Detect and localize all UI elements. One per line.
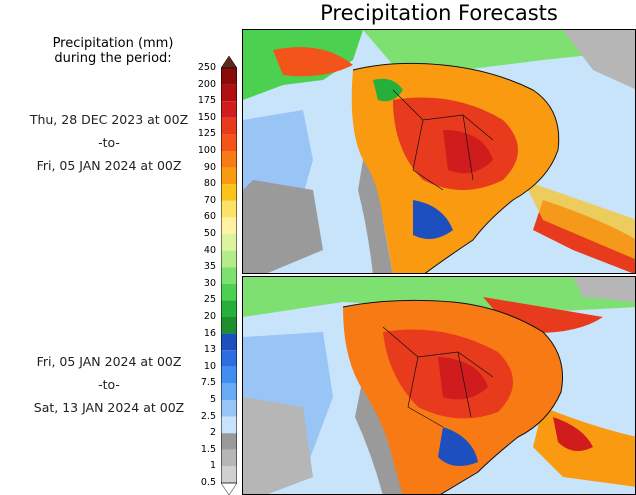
colorbar-tick-label: 50	[203, 228, 216, 239]
colorbar-swatch	[221, 267, 237, 284]
colorbar-swatch	[221, 366, 237, 384]
colorbar-swatch	[221, 317, 237, 334]
period-1-label: Thu, 28 DEC 2023 at 00Z -to- Fri, 05 JAN…	[0, 108, 218, 177]
colorbar-tick-label: 20	[203, 311, 216, 322]
colorbar-swatch	[221, 68, 237, 85]
colorbar-bottom-arrow	[221, 482, 237, 495]
colorbar-tick-label: 150	[197, 111, 216, 123]
colorbar-tick-label: 16	[203, 327, 216, 339]
colorbar-swatch	[221, 101, 237, 118]
colorbar-tick-label: 125	[197, 128, 216, 140]
period-1-from: Thu, 28 DEC 2023 at 00Z	[29, 112, 189, 127]
colorbar-tick-label: 25	[203, 294, 216, 306]
colorbar-tick-label: 13	[203, 344, 216, 356]
legend-heading-line2: during the period:	[54, 51, 172, 66]
period-1-to: Fri, 05 JAN 2024 at 00Z	[36, 158, 182, 173]
legend-heading: Precipitation (mm) during the period:	[0, 36, 226, 66]
page-title: Precipitation Forecasts	[320, 1, 558, 25]
colorbar-tick-label: 7.5	[200, 377, 216, 389]
colorbar	[221, 56, 237, 495]
period-2-to: Sat, 13 JAN 2024 at 00Z	[33, 400, 185, 415]
colorbar-swatch	[221, 416, 237, 434]
colorbar-swatch	[221, 383, 237, 400]
period-1-sep: -to-	[98, 135, 120, 150]
colorbar-tick-label: 70	[203, 194, 216, 206]
colorbar-tick-label: 1	[209, 460, 216, 472]
colorbar-swatch	[221, 234, 237, 251]
colorbar-swatch	[221, 333, 237, 351]
colorbar-tick-label: 60	[203, 211, 216, 223]
colorbar-tick-label: 2.5	[200, 410, 216, 422]
colorbar-tick-label: 90	[203, 161, 216, 173]
colorbar-swatch	[221, 400, 237, 417]
colorbar-swatch	[221, 466, 237, 483]
colorbar-tick-label: 1.5	[200, 443, 216, 455]
colorbar-swatch	[221, 184, 237, 201]
forecast-map-period-1	[242, 29, 636, 274]
period-2-sep: -to-	[98, 377, 120, 392]
colorbar-tick-label: 250	[197, 62, 216, 73]
colorbar-swatch	[221, 84, 237, 102]
colorbar-swatch	[221, 433, 237, 450]
colorbar-swatch	[221, 200, 237, 218]
colorbar-tick-label: 100	[197, 145, 216, 156]
colorbar-swatch	[221, 217, 237, 234]
colorbar-swatch	[221, 300, 237, 317]
period-2-from: Fri, 05 JAN 2024 at 00Z	[36, 354, 182, 369]
colorbar-tick-label: 35	[203, 261, 216, 273]
colorbar-tick-label: 80	[203, 178, 216, 190]
colorbar-top-arrow	[221, 56, 237, 69]
colorbar-swatch	[221, 283, 237, 301]
colorbar-tick-label: 10	[203, 360, 216, 372]
colorbar-tick-label: 5	[209, 394, 216, 405]
period-2-label: Fri, 05 JAN 2024 at 00Z -to- Sat, 13 JAN…	[0, 350, 218, 419]
colorbar-tick-label: 0.5	[200, 477, 216, 488]
colorbar-swatch	[221, 167, 237, 185]
colorbar-swatch	[221, 117, 237, 135]
colorbar-tick-label: 30	[203, 277, 216, 289]
colorbar-tick-label: 40	[203, 244, 216, 256]
legend-heading-line1: Precipitation (mm)	[52, 36, 174, 51]
forecast-map-period-2	[242, 276, 636, 495]
colorbar-swatch	[221, 151, 237, 168]
colorbar-tick-label: 200	[197, 78, 216, 90]
colorbar-swatch	[221, 449, 237, 467]
colorbar-tick-label: 175	[197, 95, 216, 107]
colorbar-swatch	[221, 134, 237, 151]
colorbar-tick-label: 2	[209, 427, 216, 439]
colorbar-swatch	[221, 350, 237, 367]
colorbar-swatch	[221, 250, 237, 268]
